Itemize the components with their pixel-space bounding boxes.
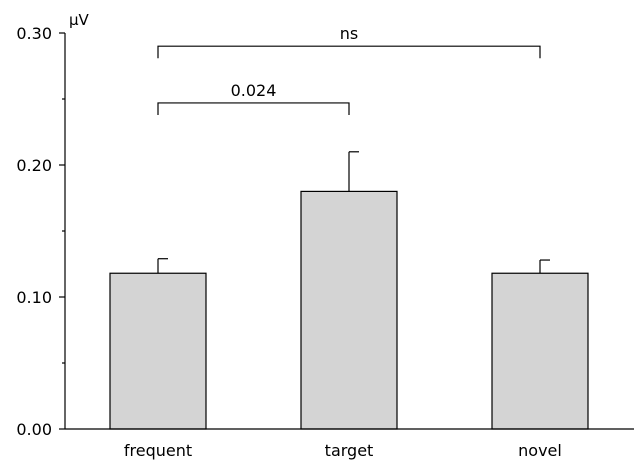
x-category-label: frequent (124, 441, 192, 460)
significance-label: ns (340, 24, 358, 43)
y-axis: 0.00 0.10 0.20 0.30 (16, 24, 66, 439)
x-category-label: target (325, 441, 374, 460)
y-axis-unit-label: µV (69, 11, 90, 29)
bars-group (109, 190, 589, 430)
significance-label: 0.024 (231, 81, 277, 100)
bar-frequent (109, 272, 207, 430)
bar-novel (491, 272, 589, 430)
y-tick-label: 0.10 (16, 288, 52, 307)
significance-bracket (157, 45, 541, 59)
x-category-label: novel (518, 441, 562, 460)
x-axis: frequent target novel (65, 428, 634, 460)
significance-annotations: 0.024 ns (157, 24, 541, 115)
y-tick-label: 0.00 (16, 420, 52, 439)
significance-bracket (157, 102, 350, 115)
y-tick-label: 0.20 (16, 156, 52, 175)
y-tick-label: 0.30 (16, 24, 52, 43)
error-bars-group (157, 151, 550, 274)
bar-target (300, 190, 398, 430)
